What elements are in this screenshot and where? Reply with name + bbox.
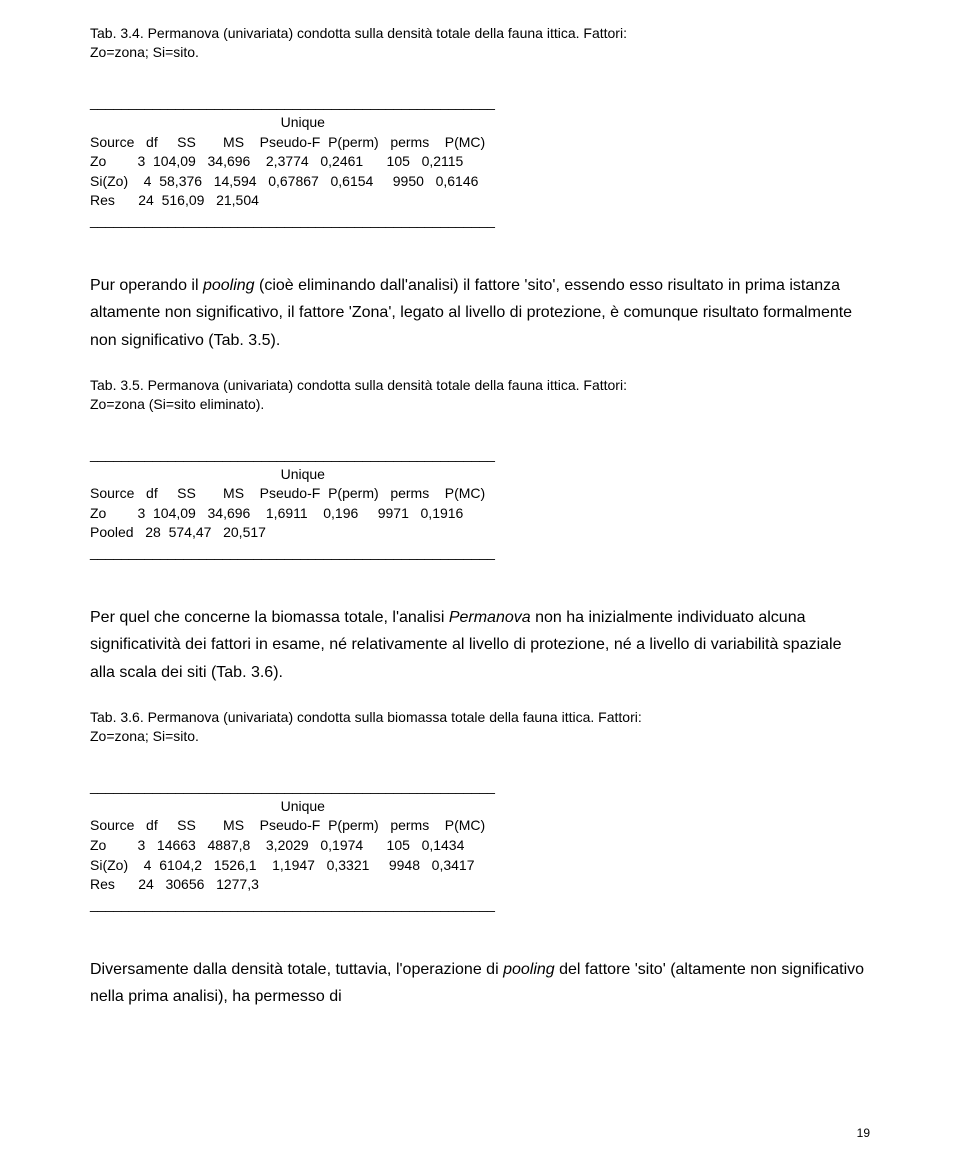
table-row: Zo 3 104,09 34,696 1,6911 0,196 9971 0,1… <box>90 505 463 521</box>
page-number: 19 <box>857 1126 870 1140</box>
caption-line: Zo=zona; Si=sito. <box>90 728 199 744</box>
table-header: Source df SS MS Pseudo-F P(perm) perms P… <box>90 817 485 833</box>
permanova-table-3-4: ________________________________________… <box>90 74 870 250</box>
caption-line: Tab. 3.4. Permanova (univariata) condott… <box>90 25 627 41</box>
table-unique-label: Unique <box>90 114 325 130</box>
caption-line: Zo=zona (Si=sito eliminato). <box>90 396 264 412</box>
table-rule: ________________________________________… <box>90 544 495 560</box>
table-row: Si(Zo) 4 58,376 14,594 0,67867 0,6154 99… <box>90 173 478 189</box>
table-header: Source df SS MS Pseudo-F P(perm) perms P… <box>90 485 485 501</box>
table-rule: ________________________________________… <box>90 446 495 462</box>
table-unique-label: Unique <box>90 466 325 482</box>
caption-line: Tab. 3.6. Permanova (univariata) condott… <box>90 709 642 725</box>
body-paragraph-1: Pur operando il pooling (cioè eliminando… <box>90 272 870 354</box>
table-row: Zo 3 14663 4887,8 3,2029 0,1974 105 0,14… <box>90 837 464 853</box>
table-row: Si(Zo) 4 6104,2 1526,1 1,1947 0,3321 994… <box>90 857 475 873</box>
table-rule: ________________________________________… <box>90 212 495 228</box>
table-header: Source df SS MS Pseudo-F P(perm) perms P… <box>90 134 485 150</box>
table-rule: ________________________________________… <box>90 778 495 794</box>
table-rule: ________________________________________… <box>90 94 495 110</box>
permanova-table-3-5: ________________________________________… <box>90 425 870 582</box>
italic-term: Permanova <box>449 609 531 626</box>
italic-term: pooling <box>203 277 255 294</box>
italic-term: pooling <box>503 961 555 978</box>
body-paragraph-2: Per quel che concerne la biomassa totale… <box>90 604 870 686</box>
table-row: Res 24 516,09 21,504 <box>90 192 259 208</box>
table-caption-3-4: Tab. 3.4. Permanova (univariata) condott… <box>90 24 870 62</box>
table-caption-3-5: Tab. 3.5. Permanova (univariata) condott… <box>90 376 870 414</box>
table-row: Res 24 30656 1277,3 <box>90 876 259 892</box>
table-caption-3-6: Tab. 3.6. Permanova (univariata) condott… <box>90 708 870 746</box>
table-row: Pooled 28 574,47 20,517 <box>90 524 266 540</box>
permanova-table-3-6: ________________________________________… <box>90 758 870 934</box>
table-unique-label: Unique <box>90 798 325 814</box>
caption-line: Zo=zona; Si=sito. <box>90 44 199 60</box>
caption-line: Tab. 3.5. Permanova (univariata) condott… <box>90 377 627 393</box>
body-paragraph-3: Diversamente dalla densità totale, tutta… <box>90 956 870 1010</box>
page-container: Tab. 3.4. Permanova (univariata) condott… <box>0 0 960 1158</box>
table-rule: ________________________________________… <box>90 896 495 912</box>
table-row: Zo 3 104,09 34,696 2,3774 0,2461 105 0,2… <box>90 153 463 169</box>
